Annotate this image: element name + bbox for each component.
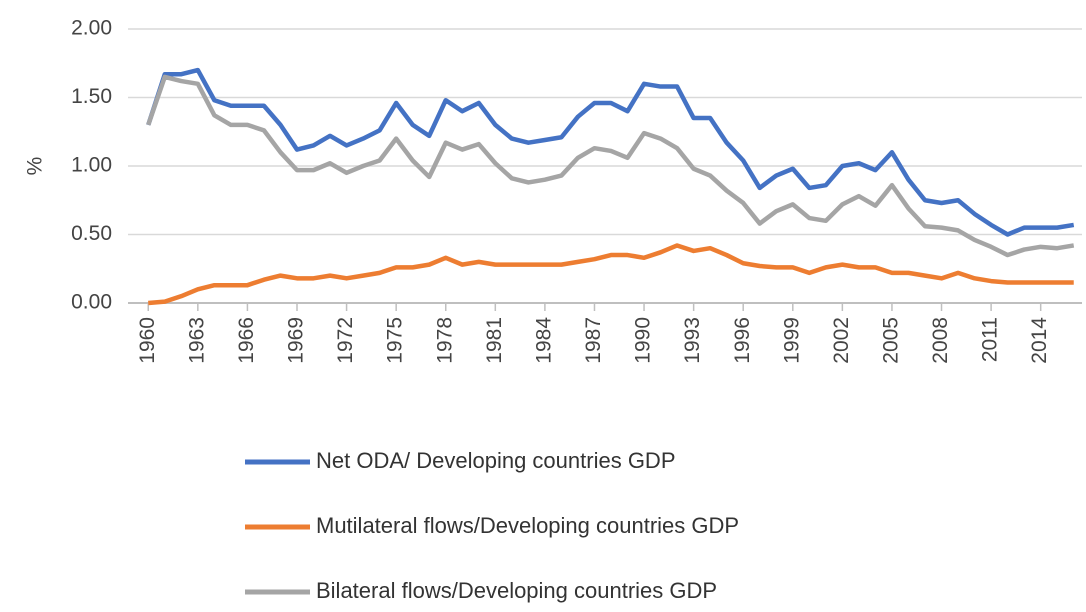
- y-tick-label: 1.00: [71, 154, 112, 177]
- legend-label: Net ODA/ Developing countries GDP: [316, 448, 676, 473]
- x-tick-label: 1987: [582, 317, 605, 364]
- x-tick-label: 1984: [532, 317, 555, 364]
- x-tick-label: 1963: [185, 317, 208, 364]
- x-tick-label: 1996: [731, 317, 754, 364]
- x-tick-label: 1999: [780, 317, 803, 364]
- x-tick-label: 2005: [879, 317, 902, 364]
- y-tick-label: 0.00: [71, 291, 112, 314]
- x-tick-label: 2011: [979, 317, 1002, 362]
- data-line: [148, 243, 1074, 306]
- x-tick-label: 2002: [830, 317, 853, 364]
- x-tick-label: 1960: [136, 317, 159, 364]
- data-line: [146, 67, 1075, 237]
- legend-label: Bilateral flows/Developing countries GDP: [316, 578, 717, 603]
- x-tick-label: 1993: [681, 317, 704, 364]
- x-tick-label: 1981: [483, 317, 506, 364]
- y-tick-label: 0.50: [71, 222, 112, 245]
- y-tick-label: 2.00: [71, 17, 112, 40]
- x-tick-label: 1978: [433, 317, 456, 364]
- y-tick-label: 1.50: [71, 85, 112, 108]
- x-tick-label: 1990: [632, 317, 655, 364]
- legend-label: Mutilateral flows/Developing countries G…: [316, 513, 739, 538]
- x-tick-label: 1966: [235, 317, 258, 364]
- data-line: [146, 74, 1075, 258]
- y-axis-label: %: [24, 157, 47, 176]
- x-tick-label: 1969: [285, 317, 308, 364]
- x-tick-label: 2008: [929, 317, 952, 364]
- x-tick-label: 2014: [1028, 317, 1051, 364]
- x-tick-label: 1975: [384, 317, 407, 364]
- x-tick-label: 1972: [334, 317, 357, 364]
